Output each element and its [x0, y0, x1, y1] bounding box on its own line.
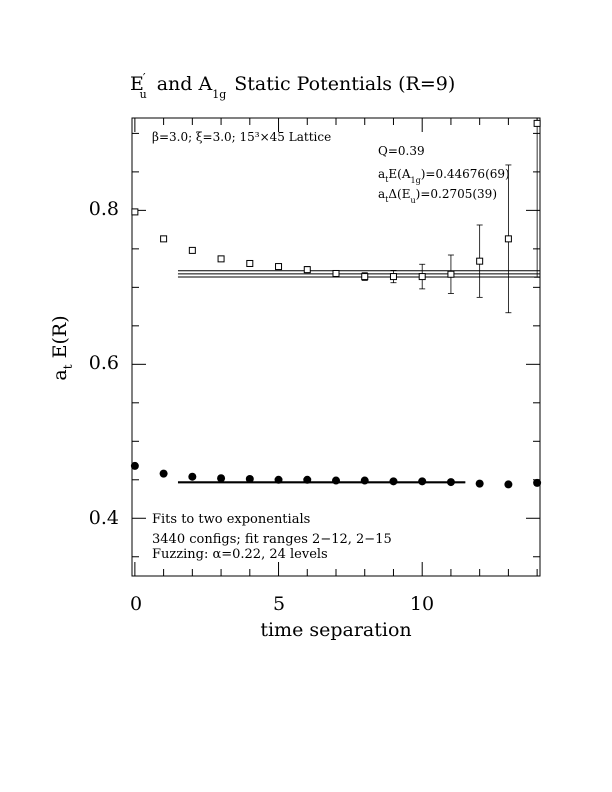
y-label-rest: E(R) [49, 315, 71, 364]
data-point-circle [303, 475, 312, 484]
data-point-circle [418, 477, 427, 486]
data-point-square [476, 257, 484, 265]
x-tick-label: 5 [273, 593, 285, 615]
title-e-sub: u [140, 88, 147, 101]
data-point-square [217, 255, 225, 263]
data-point-square [275, 263, 283, 271]
data-point-square [361, 273, 369, 281]
data-point-circle [159, 469, 168, 478]
data-point-circle [245, 475, 254, 484]
energy-eu-sub: u [410, 196, 415, 205]
data-point-circle [533, 478, 542, 487]
chart-title: E′ u and A1g Static Potentials (R=9) [130, 71, 455, 101]
title-rest: Static Potentials (R=9) [234, 73, 455, 95]
y-tick-label: 0.6 [89, 352, 119, 374]
data-point-circle [217, 474, 226, 483]
y-tick-label: 0.4 [89, 507, 119, 529]
title-a-sub: 1g [212, 88, 226, 101]
annotation-q: Q=0.39 [378, 144, 425, 158]
data-point-circle [130, 461, 139, 470]
energy-a1g-t: t [385, 175, 389, 184]
data-point-square [160, 235, 168, 243]
annotation-energy-eu: atΔ(Eu)=0.2705(39) [378, 187, 497, 205]
data-point-circle [475, 479, 484, 488]
energy-a1g-text: E(A [388, 167, 410, 181]
x-tick-label: 0 [130, 593, 142, 615]
data-point-square [332, 269, 340, 277]
x-tick-label: 10 [410, 593, 434, 615]
data-point-square [188, 246, 196, 254]
y-axis-label: at E(R) [49, 315, 75, 380]
annotation-fits: Fits to two exponentials [152, 512, 310, 527]
data-point-circle [389, 477, 398, 486]
title-and: and A [157, 73, 213, 95]
data-point-square [418, 273, 426, 281]
y-label-sub: t [61, 364, 75, 369]
energy-eu-t: t [385, 195, 389, 204]
data-point-square [389, 273, 397, 281]
annotation-configs: 3440 configs; fit ranges 2−12, 2−15 [152, 532, 392, 547]
energy-a1g-sub: 1g [410, 176, 420, 185]
data-point-square [246, 259, 254, 267]
title-prime: ′ [143, 71, 146, 85]
data-point-square [303, 266, 311, 274]
title-e-symbol: E [130, 73, 144, 95]
y-label-a: a [49, 369, 71, 380]
data-points [130, 117, 542, 489]
axis-ticks [132, 118, 540, 576]
data-point-square [533, 119, 541, 127]
annotation-lattice: β=3.0; ξ=3.0; 15³×45 Lattice [152, 130, 331, 144]
data-point-circle [332, 476, 340, 485]
data-point-circle [274, 475, 283, 484]
energy-eu-text: Δ(E [388, 187, 410, 201]
data-point-square [131, 208, 139, 216]
y-tick-label: 0.8 [89, 198, 119, 220]
data-point-circle [188, 472, 197, 481]
data-point-circle [504, 480, 513, 489]
data-point-circle [360, 476, 369, 485]
energy-eu-a: a [378, 187, 385, 201]
annotation-energy-a1g: atE(A1g)=0.44676(69) [378, 167, 510, 185]
x-axis-label: time separation [260, 619, 411, 641]
data-point-square [447, 270, 455, 278]
data-point-square [504, 235, 512, 243]
energy-a1g-a: a [378, 167, 385, 181]
data-point-circle [446, 478, 455, 487]
energy-eu-value: )=0.2705(39) [416, 187, 497, 201]
energy-a1g-value: )=0.44676(69) [421, 167, 510, 181]
annotation-fuzzing: Fuzzing: α=0.22, 24 levels [152, 547, 328, 562]
fit-lines [177, 270, 540, 484]
